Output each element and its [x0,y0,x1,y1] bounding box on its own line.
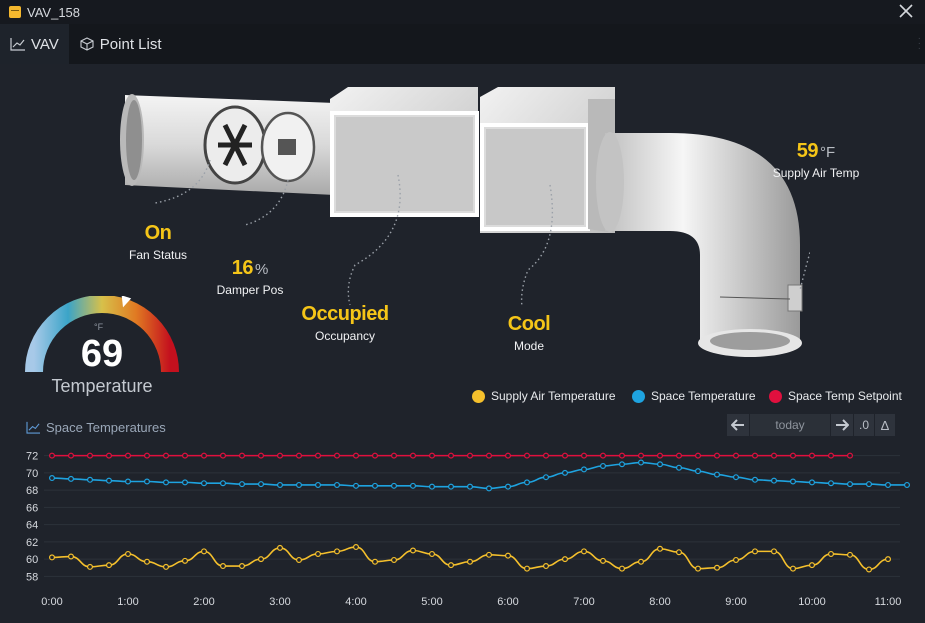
delta-toggle-button[interactable]: Δ [875,414,895,436]
decimal-toggle-button[interactable]: .0 [854,414,874,436]
window-title: VAV_158 [27,4,81,20]
damper-pos-label: Damper Pos [216,283,284,297]
legend-dot [632,389,645,403]
mode-callout[interactable]: Cool Mode [490,313,568,353]
supply-air-temp-unit: °F [820,144,836,161]
window-titlebar: VAV_158 [0,0,925,24]
legend-space-temp[interactable]: Space Temperature [632,389,756,403]
legend-label: Supply Air Temperature [491,389,616,403]
legend-dot [769,389,782,403]
fan-status-label: Fan Status [128,248,188,262]
occupancy-value: Occupied [301,303,389,325]
mode-label: Mode [513,339,545,353]
tab-label: VAV [31,35,59,53]
close-icon [899,4,913,18]
cube-icon [9,6,21,18]
chart-title-text: Space Temperatures [46,420,166,435]
cube-outline-icon [80,37,94,51]
gauge-unit: °F [94,322,104,332]
legend-dot [472,389,485,403]
temperature-gauge[interactable]: °F 69 Temperature [24,296,180,400]
vav-duct-illustration [120,87,810,357]
damper-pos-value: 16 [231,257,254,279]
gauge-value: 69 [80,333,124,375]
legend-label: Space Temperature [651,389,756,403]
chart-title: Space Temperatures [26,420,166,435]
fan-status-callout[interactable]: On Fan Status [118,222,198,262]
damper-pos-unit: % [254,261,269,278]
tab-bar: VAV Point List · · · [0,24,925,64]
legend-label: Space Temp Setpoint [788,389,902,403]
occupancy-label: Occupancy [314,329,376,343]
prev-day-button[interactable] [727,414,749,436]
gauge-pointer [121,296,132,308]
arrow-right-icon [836,419,849,431]
arrow-left-icon [731,419,744,431]
supply-air-temp-label: Supply Air Temp [772,166,860,180]
line-chart-icon [26,421,40,434]
mode-value: Cool [507,313,551,335]
date-label[interactable]: today [750,414,830,436]
next-day-button[interactable] [831,414,853,436]
legend-setpoint[interactable]: Space Temp Setpoint [769,389,902,403]
grip-icon: · · · [917,33,921,54]
supply-air-temp-callout[interactable]: 59 °F Supply Air Temp [766,140,866,180]
tab-label: Point List [99,35,162,53]
gauge-label: Temperature [51,376,153,396]
occupancy-callout[interactable]: Occupied Occupancy [290,303,400,343]
chart-date-nav: today .0 Δ [727,414,896,436]
supply-air-temp-value: 59 [796,140,819,162]
tab-vav[interactable]: VAV [0,24,69,64]
close-button[interactable] [897,2,915,20]
fan-status-value: On [144,222,172,244]
damper-pos-callout[interactable]: 16% Damper Pos [205,257,295,297]
line-chart-icon [10,38,25,51]
gauge-arc [25,296,179,373]
tab-point-list[interactable]: Point List [69,24,172,64]
legend-supply-air[interactable]: Supply Air Temperature [472,389,616,403]
